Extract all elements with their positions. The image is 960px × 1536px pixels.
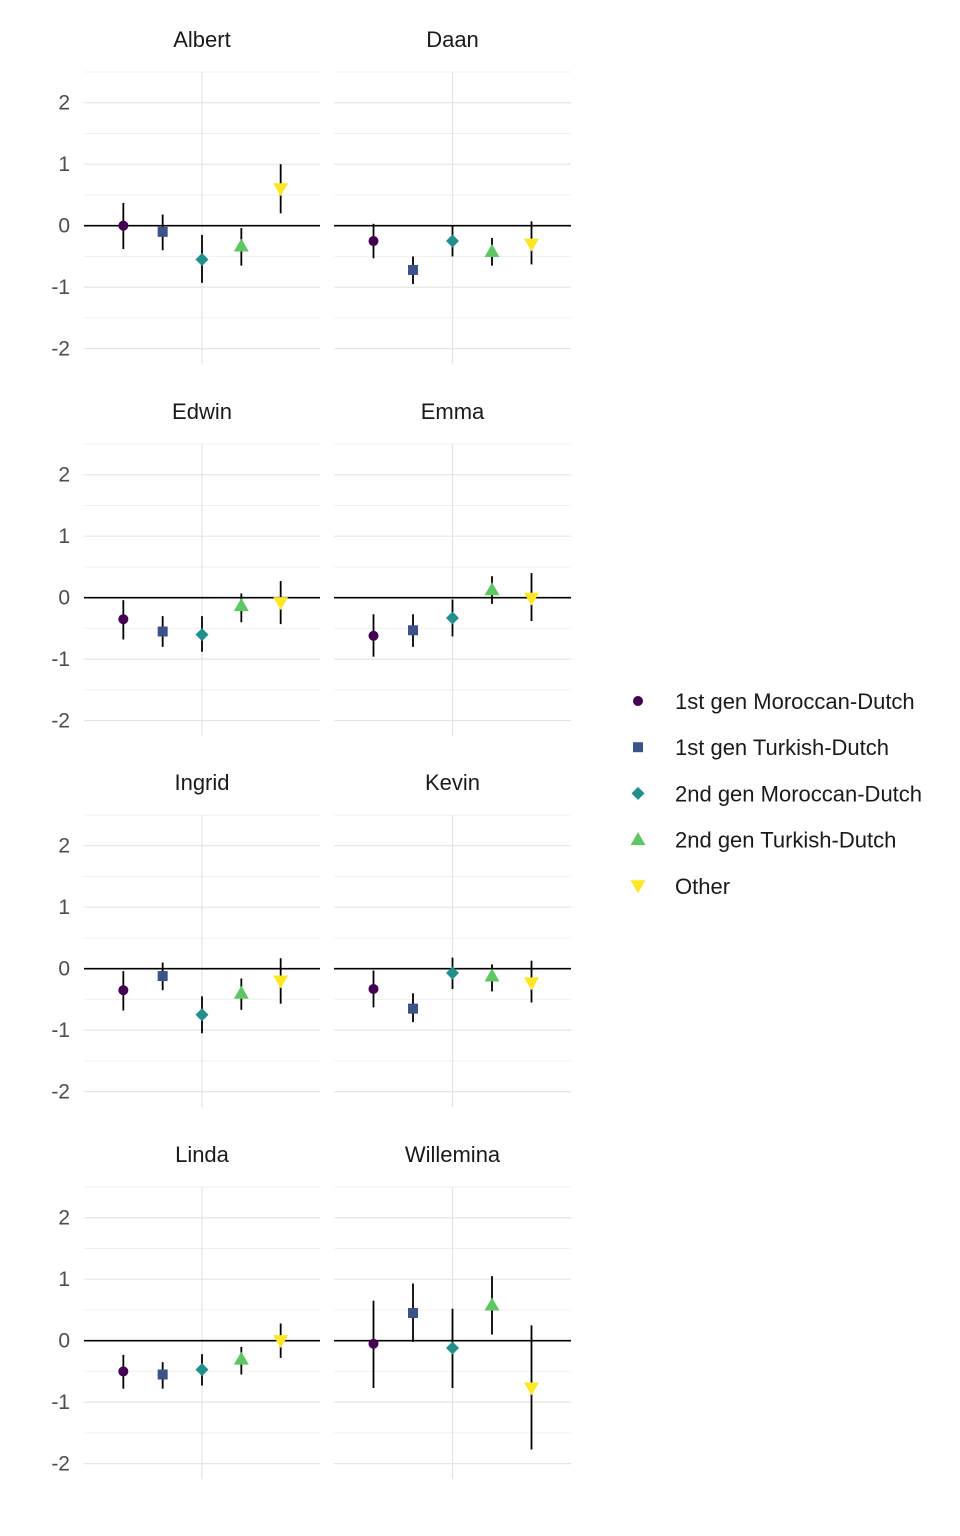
data-point <box>446 966 459 980</box>
legend-label: Other <box>675 874 730 899</box>
data-point <box>157 1369 168 1380</box>
facet-title: Willemina <box>405 1142 501 1167</box>
facet-title: Emma <box>421 399 485 424</box>
y-tick-label: -1 <box>51 648 70 671</box>
y-tick-label: -2 <box>51 1453 70 1476</box>
data-point <box>484 1297 500 1311</box>
y-tick-label: -2 <box>51 338 70 361</box>
y-tick-label: 2 <box>58 92 70 115</box>
facet-title: Kevin <box>425 770 480 795</box>
data-point <box>233 1351 249 1365</box>
y-tick-label: 1 <box>58 153 70 176</box>
legend-label: 1st gen Turkish-Dutch <box>675 735 889 760</box>
y-tick-label: 2 <box>58 1207 70 1230</box>
legend-key <box>633 742 643 753</box>
data-point <box>524 1382 539 1396</box>
facet-title: Linda <box>175 1142 230 1167</box>
y-axes: 2 1 0 -1 -2 2 1 0 -1 -2 2 1 0 -1 -2 2 1 0 -1 -2 <box>51 92 70 1476</box>
facet-title: Edwin <box>172 399 232 424</box>
data-point <box>524 592 539 606</box>
data-point <box>157 971 168 982</box>
data-point <box>233 238 249 252</box>
data-point <box>195 628 209 642</box>
y-tick-label: -1 <box>51 276 70 299</box>
data-point <box>484 244 500 258</box>
data-point <box>484 968 500 982</box>
legend: 1st gen Moroccan-Dutch 1st gen Turkish-Du… <box>630 689 922 899</box>
data-point <box>408 1308 418 1319</box>
data-point <box>233 985 249 999</box>
data-point <box>233 598 249 612</box>
facet-panel-edwin: Edwin <box>84 399 320 736</box>
y-tick-label: 0 <box>58 958 70 981</box>
data-point <box>524 977 539 991</box>
data-point <box>195 1008 209 1022</box>
facet-panel-albert: Albert <box>84 27 320 364</box>
data-point <box>273 597 289 611</box>
data-point <box>118 1366 129 1377</box>
legend-item: 1st gen Moroccan-Dutch <box>633 689 915 714</box>
data-point <box>408 1003 418 1014</box>
legend-label: 2nd gen Moroccan-Dutch <box>675 781 922 806</box>
y-tick-label: 1 <box>58 896 70 919</box>
data-point <box>408 625 418 636</box>
legend-label: 1st gen Moroccan-Dutch <box>675 689 915 714</box>
y-tick-label: -1 <box>51 1019 70 1042</box>
data-point <box>157 626 168 637</box>
data-point <box>157 226 168 237</box>
data-point <box>368 1338 379 1349</box>
data-point <box>273 975 289 989</box>
facet-title: Daan <box>426 27 479 52</box>
data-point <box>195 252 209 266</box>
y-tick-label: 1 <box>58 1268 70 1291</box>
data-point <box>368 983 379 994</box>
legend-key <box>633 696 643 706</box>
facet-panel-kevin: Kevin <box>334 770 571 1107</box>
legend-item: 2nd gen Turkish-Dutch <box>630 828 896 853</box>
legend-item: 2nd gen Moroccan-Dutch <box>631 781 922 806</box>
facet-title: Albert <box>173 27 230 52</box>
y-tick-label: -1 <box>51 1391 70 1414</box>
facet-panels: Albert Daan Edwin Emma Ingrid Kevin Linda Wille… <box>84 27 571 1479</box>
y-tick-label: 1 <box>58 525 70 548</box>
y-tick-label: -2 <box>51 1081 70 1104</box>
legend-key <box>630 880 646 894</box>
data-point <box>446 611 459 625</box>
facet-panel-linda: Linda <box>84 1142 320 1479</box>
data-point <box>118 614 129 625</box>
legend-label: 2nd gen Turkish-Dutch <box>675 828 896 853</box>
y-tick-label: 2 <box>58 835 70 858</box>
data-point <box>195 1363 209 1377</box>
legend-item: Other <box>630 874 730 899</box>
y-tick-label: -2 <box>51 710 70 733</box>
legend-key <box>631 786 645 800</box>
data-point <box>368 236 379 247</box>
data-point <box>524 238 539 252</box>
data-point <box>273 1335 289 1349</box>
facet-title: Ingrid <box>174 770 229 795</box>
data-point <box>446 1341 459 1355</box>
y-tick-label: 0 <box>58 215 70 238</box>
facet-panel-willemina: Willemina <box>334 1142 571 1479</box>
data-point <box>118 220 129 231</box>
legend-key <box>630 832 646 846</box>
y-tick-label: 0 <box>58 1330 70 1353</box>
data-point <box>273 183 289 197</box>
data-point <box>368 630 379 641</box>
data-point <box>484 582 500 596</box>
data-point <box>408 264 418 275</box>
facet-panel-emma: Emma <box>334 399 571 736</box>
y-tick-label: 2 <box>58 464 70 487</box>
y-tick-label: 0 <box>58 587 70 610</box>
facet-panel-daan: Daan <box>334 27 571 364</box>
legend-item: 1st gen Turkish-Dutch <box>633 735 889 760</box>
data-point <box>118 985 129 996</box>
data-point <box>446 234 459 248</box>
facet-panel-ingrid: Ingrid <box>84 770 320 1107</box>
